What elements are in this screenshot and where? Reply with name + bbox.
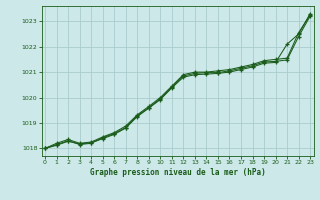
X-axis label: Graphe pression niveau de la mer (hPa): Graphe pression niveau de la mer (hPa) — [90, 168, 266, 177]
